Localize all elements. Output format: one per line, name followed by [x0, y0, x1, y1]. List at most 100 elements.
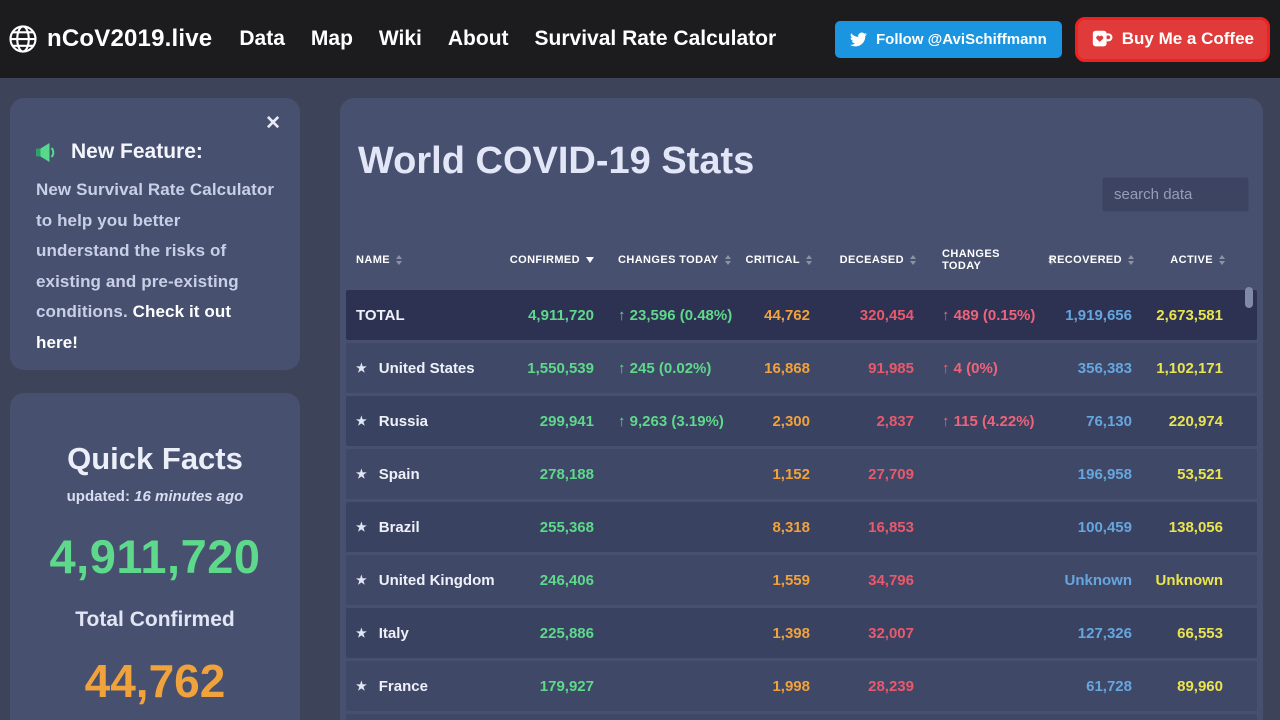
cell-changes-confirmed: ↑ 23,596 (0.48%): [618, 306, 733, 324]
star-icon[interactable]: ★: [356, 361, 367, 375]
buy-me-a-coffee-label: Buy Me a Coffee: [1121, 29, 1254, 48]
twitter-bird-icon: [850, 31, 867, 48]
column-header-confirmed[interactable]: CONFIRMED: [510, 254, 594, 266]
cell-recovered: 61,728: [1086, 677, 1132, 695]
updated-label: updated:: [66, 488, 130, 505]
cell-changes-deceased: ↑ 4 (0%): [942, 359, 998, 377]
table-scrollbar[interactable]: [1245, 287, 1253, 308]
nav-link-wiki[interactable]: Wiki: [378, 27, 422, 50]
table-row[interactable]: ★ France 179,927 1,998 28,239 61,728 89,960: [346, 661, 1257, 711]
cell-confirmed: 179,927: [539, 677, 594, 695]
cell-active: 1,102,171: [1156, 359, 1223, 377]
cell-recovered: 127,326: [1077, 624, 1132, 642]
column-header-active[interactable]: ACTIVE: [1150, 254, 1257, 266]
sort-desc-icon: [586, 257, 594, 263]
cell-confirmed: 225,886: [539, 624, 594, 642]
table-row[interactable]: ★ United Kingdom 246,406 1,559 34,796 Unknown…: [346, 555, 1257, 605]
sort-icon: [1128, 255, 1134, 265]
star-icon[interactable]: ★: [356, 626, 367, 640]
column-label: RECOVERED: [1048, 254, 1122, 266]
cell-recovered: 76,130: [1086, 412, 1132, 430]
table-row[interactable]: TOTAL 4,911,720 ↑ 23,596 (0.48%) 44,762 320,…: [346, 290, 1257, 340]
country-name: United Kingdom: [378, 571, 495, 589]
column-label: ACTIVE: [1170, 254, 1213, 266]
new-feature-banner: ✕ New Feature: New Survival Rate Calcula…: [10, 98, 300, 370]
column-header-changes-today[interactable]: CHANGES TODAY: [594, 254, 740, 266]
cell-name: ★ Italy: [346, 625, 510, 642]
cell-deceased: 32,007: [868, 624, 914, 642]
nav-link-map[interactable]: Map: [310, 27, 353, 50]
cell-critical: 1,998: [772, 677, 810, 695]
search-input[interactable]: [1102, 177, 1249, 212]
table-row[interactable]: ★ Russia 299,941 ↑ 9,263 (3.19%) 2,300 2,837 ↑…: [346, 396, 1257, 446]
star-icon[interactable]: ★: [356, 467, 367, 481]
column-label: CRITICAL: [745, 254, 800, 266]
notice-cta-link[interactable]: Check it out here!: [36, 302, 232, 352]
cell-active: 53,521: [1177, 465, 1223, 483]
star-icon[interactable]: ★: [356, 573, 367, 587]
cell-critical: 2,300: [772, 412, 810, 430]
cell-name: ★ United States: [346, 360, 510, 377]
cell-deceased: 16,853: [868, 518, 914, 536]
cell-deceased: 320,454: [859, 306, 914, 324]
close-icon[interactable]: ✕: [265, 113, 281, 134]
cell-active: 66,553: [1177, 624, 1223, 642]
table-row[interactable]: [346, 714, 1257, 720]
cell-critical: 1,559: [772, 571, 810, 589]
notice-body-text: New Survival Rate Calculator to help you…: [36, 180, 275, 322]
cell-changes-deceased: ↑ 115 (4.22%): [942, 412, 1035, 430]
country-name: TOTAL: [356, 306, 405, 324]
table-body: TOTAL 4,911,720 ↑ 23,596 (0.48%) 44,762 320,…: [346, 290, 1257, 711]
notice-body: New Survival Rate Calculator to help you…: [36, 175, 276, 359]
cell-recovered: 356,383: [1077, 359, 1132, 377]
cell-critical: 1,398: [772, 624, 810, 642]
cell-deceased: 28,239: [868, 677, 914, 695]
sort-icon: [724, 255, 731, 265]
country-name: Russia: [378, 412, 428, 430]
notice-title: New Feature:: [71, 140, 203, 163]
star-icon[interactable]: ★: [356, 520, 367, 534]
star-icon[interactable]: ★: [356, 679, 367, 693]
nav-link-about[interactable]: About: [447, 27, 509, 50]
column-header-recovered[interactable]: RECOVERED: [1049, 254, 1150, 266]
stats-table: NAME CONFIRMED CHANGES TODAY CRITICAL DECEAS…: [346, 236, 1257, 720]
coffee-mug-icon: [1091, 28, 1113, 50]
table-row[interactable]: ★ Brazil 255,368 8,318 16,853 100,459 138,056: [346, 502, 1257, 552]
site-logo[interactable]: nCoV2019.live: [8, 24, 212, 54]
megaphone-icon: [36, 142, 61, 163]
table-row[interactable]: ★ Italy 225,886 1,398 32,007 127,326 66,553: [346, 608, 1257, 658]
column-header-changes-today[interactable]: CHANGES TODAY: [920, 248, 1054, 272]
nav-link-data[interactable]: Data: [239, 27, 285, 50]
quick-facts-updated: updated: 16 minutes ago: [10, 488, 300, 505]
cell-recovered: 1,919,656: [1065, 306, 1132, 324]
world-stats-card: World COVID-19 Stats NAME CONFIRMED CHANGE…: [340, 98, 1263, 720]
country-name: United States: [378, 359, 475, 377]
cell-name: TOTAL: [346, 307, 510, 324]
column-header-name[interactable]: NAME: [346, 254, 510, 266]
country-name: Brazil: [378, 518, 420, 536]
cell-name: ★ Spain: [346, 466, 510, 483]
page-content: ✕ New Feature: New Survival Rate Calcula…: [0, 78, 1280, 720]
sort-icon: [1219, 255, 1225, 265]
nav-link-survival-rate-calculator[interactable]: Survival Rate Calculator: [534, 27, 777, 50]
column-header-critical[interactable]: CRITICAL: [740, 254, 820, 266]
cell-changes-confirmed: ↑ 9,263 (3.19%): [618, 412, 724, 430]
buy-me-a-coffee-button[interactable]: Buy Me a Coffee: [1074, 16, 1270, 62]
table-row[interactable]: ★ Spain 278,188 1,152 27,709 196,958 53,521: [346, 449, 1257, 499]
cell-critical: 16,868: [764, 359, 810, 377]
star-icon[interactable]: ★: [356, 414, 367, 428]
notice-header: New Feature:: [36, 140, 300, 164]
total-confirmed-label: Total Confirmed: [75, 608, 235, 631]
table-row[interactable]: ★ United States 1,550,539 ↑ 245 (0.02%) 16,8…: [346, 343, 1257, 393]
column-label: CONFIRMED: [509, 254, 580, 266]
cell-active: 2,673,581: [1156, 306, 1223, 324]
column-label: NAME: [356, 254, 390, 266]
sort-icon: [806, 255, 812, 265]
country-name: France: [378, 677, 428, 695]
next-stat-partial: 44,762: [84, 655, 226, 707]
twitter-follow-button[interactable]: Follow @AviSchiffmann: [835, 20, 1062, 58]
sort-icon: [396, 255, 402, 265]
updated-value: 16 minutes ago: [134, 488, 244, 505]
column-header-deceased[interactable]: DECEASED: [820, 254, 920, 266]
nav-links: Data Map Wiki About Survival Rate Calculator: [239, 27, 776, 51]
